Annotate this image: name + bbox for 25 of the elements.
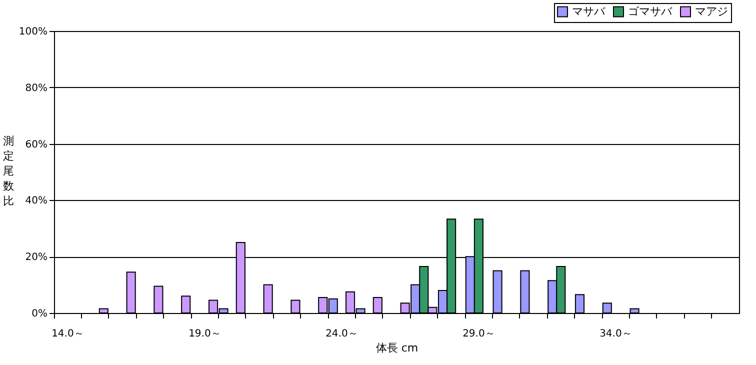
bar — [263, 284, 273, 314]
legend-label: マアジ — [695, 4, 728, 18]
bar — [181, 296, 191, 314]
y-tick-label: 20% — [25, 252, 48, 264]
bar — [154, 286, 164, 314]
x-tick-label: 34.0～ — [600, 328, 632, 340]
bar — [290, 300, 300, 314]
legend-label: マサバ — [572, 4, 606, 18]
y-tick-label: 60% — [25, 139, 48, 150]
bar — [492, 270, 502, 314]
x-tick-label: 14.0～ — [52, 328, 84, 340]
y-axis-title: 測定尾数比 — [3, 134, 14, 208]
y-tick-label: 40% — [25, 196, 48, 207]
bar — [520, 270, 530, 314]
bar — [574, 294, 585, 314]
y-tick-label: 80% — [25, 82, 48, 94]
bar — [630, 308, 640, 314]
x-axis-title: 体長 cm — [376, 342, 418, 354]
y-tick-label: 0% — [32, 308, 48, 320]
y-tick-label: 100% — [18, 26, 48, 38]
bar — [126, 272, 136, 314]
x-tick-label: 19.0～ — [188, 328, 221, 340]
legend-label: ゴマサバ — [628, 4, 673, 18]
x-tick-label: 29.0～ — [462, 328, 495, 340]
x-tick-label: 24.0～ — [326, 328, 358, 340]
